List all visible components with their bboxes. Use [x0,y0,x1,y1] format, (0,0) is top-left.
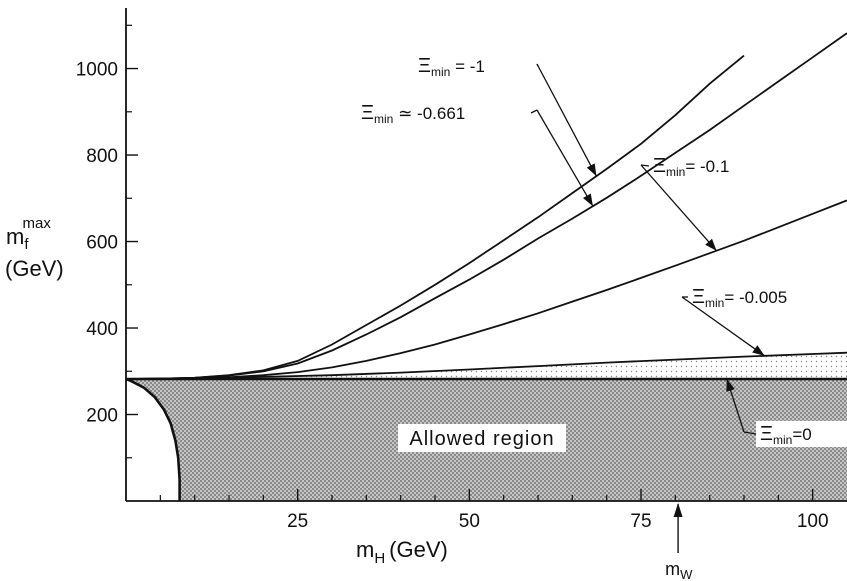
y-tick-label-0: 200 [86,406,118,427]
annotation-arrowhead-1 [583,193,593,207]
curves-layer [126,32,847,501]
y-tick-label-1: 400 [86,319,118,340]
region-label-group: Allowed region [398,424,566,452]
annotation-leader-b-0 [536,63,597,177]
annotation-label-1: Ξmin ≃ -0.661 [361,102,465,126]
x-tick-label-3: 100 [797,511,829,532]
y-axis-title-sub: f [24,236,29,253]
annotation-arrowhead-3 [752,345,765,356]
y-axis-title-main: m [6,224,24,249]
region-label: Allowed region [409,428,554,450]
light-shaded-band [126,352,847,379]
svg-text:mW: mW [665,559,693,581]
mw-marker-sub: W [680,567,693,581]
allowed-region-boundary [126,377,181,501]
annotation-label-0: Ξmin = -1 [418,55,485,79]
x-axis-title-sub: H [374,550,385,567]
annotation-leader-a-2 [640,164,650,167]
y-tick-label-3: 800 [86,146,118,167]
x-tick-label-0: 25 [287,511,308,532]
mw-marker-arrowhead [673,503,683,517]
mw-marker: mW [665,503,693,581]
x-tick-label-1: 50 [459,511,480,532]
svg-text:mH(GeV): mH (GeV) [356,537,448,567]
annotation-leader-b-3 [681,296,765,357]
annotation-layer: Ξmin = -1 Ξmin ≃ -0.661 Ξmin= -0.1 Ξmin= -0… [361,55,847,447]
annotation-leader-a-1 [530,109,538,114]
x-axis-title: mH (GeV) [356,537,448,567]
axes-layer: 25 50 75 100 200 400 600 800 1000 [76,8,847,532]
mw-marker-label: m [665,559,680,579]
annotation-leader-b-2 [640,164,718,252]
annotation-arrowhead-4 [726,379,735,392]
annotation-label-3: Ξmin= -0.005 [692,286,787,310]
y-axis-title: mf max (GeV) [5,215,64,281]
y-tick-label-2: 600 [86,233,118,254]
annotation-arrowhead-2 [705,238,717,251]
series-line-2 [126,199,847,380]
x-tick-label-2: 75 [630,511,651,532]
annotation-label-4: Ξmin=0 [760,423,812,447]
annotation-leader-a-4 [743,431,757,435]
annotation-arrowhead-0 [586,163,597,177]
annotation-leader-b-1 [536,109,594,207]
series-line-1 [126,32,847,380]
region-label-box [398,424,566,452]
annotation-bg-4 [756,421,847,447]
series-line-3 [126,351,847,380]
y-axis-title-sup: max [23,215,52,232]
x-axis-title-main: m [356,537,374,562]
svg-text:mfmax: mf max [6,215,51,253]
y-axis-title-unit: (GeV) [5,256,64,281]
annotation-label-2: Ξmin= -0.1 [653,155,729,179]
y-tick-label-4: 1000 [76,60,118,81]
x-axis-title-unit: (GeV) [389,537,448,562]
